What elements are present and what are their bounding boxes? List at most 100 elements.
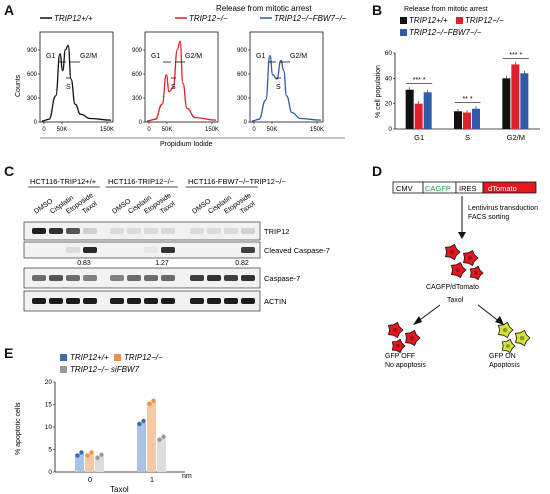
- blot-band: [190, 228, 204, 234]
- blot-band: [66, 247, 80, 253]
- gate-label-s: S: [171, 84, 176, 91]
- cell-red: [463, 249, 479, 267]
- e-point: [89, 450, 94, 455]
- e-point: [99, 452, 104, 457]
- e-bar: [147, 402, 156, 472]
- e-bar: [137, 422, 146, 472]
- panel-d: CMV CAGFP IRES dTomato Lentivirus transd…: [385, 181, 538, 369]
- blot-band: [83, 298, 97, 304]
- cell-red-nucleus: [455, 267, 461, 273]
- blot-group-label: HCT116-TRIP12+/+: [30, 177, 97, 186]
- cell-yellow: [515, 329, 531, 347]
- legend-label-dko: TRIP12−/−FBW7−/−: [274, 14, 347, 23]
- blot-group-label: HCT116-TRIP12−/−: [108, 177, 175, 186]
- panel-letter-d: D: [372, 163, 383, 179]
- b-category-label: S: [465, 133, 470, 142]
- left-outcome-2: No apoptosis: [385, 362, 426, 369]
- right-outcome-2: Apoptosis: [489, 362, 520, 369]
- blot-band: [144, 247, 158, 253]
- y-tick-label: 0: [244, 120, 248, 126]
- blot-band: [66, 275, 80, 281]
- gate-label-g2m: G2/M: [290, 53, 307, 60]
- legend-label-e-ko: TRIP12−/−: [124, 353, 163, 362]
- y-tick-label: 300: [27, 96, 38, 102]
- blot-band: [127, 275, 141, 281]
- legend-label-b-ko: TRIP12−/−: [465, 16, 504, 25]
- panel-e-unit: nm: [182, 473, 192, 480]
- cell-red: [391, 338, 406, 354]
- legend-label-wt: TRIP12+/+: [54, 14, 93, 23]
- blot-band: [241, 247, 255, 253]
- panel-e-ylabel: % apoptotic cells: [15, 402, 22, 455]
- b-sig-label: *** *: [413, 77, 426, 84]
- e-y-tick-label: 0: [48, 469, 52, 476]
- cell-red: [388, 321, 404, 339]
- blot-band: [110, 298, 124, 304]
- blot-strip: [23, 290, 261, 312]
- e-point: [161, 434, 166, 439]
- panel-letter-b: B: [372, 2, 383, 18]
- x-tick-label: 0: [147, 127, 151, 133]
- e-category-label: 1: [150, 475, 154, 484]
- arrow-right: [477, 304, 501, 323]
- cell-red-nucleus: [467, 255, 473, 261]
- x-tick-label: 50K: [267, 127, 278, 133]
- b-bar: [463, 112, 471, 129]
- gate-label-g1: G1: [46, 53, 55, 60]
- legend-swatch-e-ko: [114, 354, 121, 361]
- b-bar: [502, 78, 511, 129]
- b-y-tick-label: 0: [388, 126, 392, 133]
- e-point: [137, 421, 142, 427]
- arrow-right-head: [495, 316, 504, 325]
- e-bar: [95, 456, 104, 472]
- e-bar: [157, 438, 166, 472]
- legend-label-b-dko: TRIP12−/−FBW7−/−: [409, 28, 482, 37]
- panel-b: Release from mitotic arrest TRIP12+/+ TR…: [375, 6, 540, 142]
- bar-chart-e: 0 5 10 15 20 0 1: [45, 379, 185, 484]
- e-bar: [75, 454, 84, 472]
- panel-e: TRIP12+/+ TRIP12−/− TRIP12−/− siFBW7 % a…: [15, 353, 192, 494]
- legend-label-b-wt: TRIP12+/+: [409, 16, 448, 25]
- blot-band: [161, 298, 175, 304]
- legend-label-e-wt: TRIP12+/+: [70, 353, 109, 362]
- b-y-tick-label: 20: [385, 101, 393, 108]
- blot-band: [161, 228, 175, 234]
- e-point: [75, 453, 80, 458]
- blot-band: [224, 228, 238, 234]
- blot-strip: [23, 241, 261, 259]
- legend-swatch-b-ko: [456, 17, 463, 24]
- histogram-group: 0 300 600 900 0 50K 150K G1 G2/M S 0 300 600 900 0 50K 1…: [27, 31, 324, 133]
- x-tick-label: 150K: [100, 127, 114, 133]
- b-bar: [414, 103, 423, 129]
- e-y-tick-label: 5: [48, 447, 52, 454]
- e-point: [95, 455, 100, 460]
- blot-band: [83, 275, 97, 281]
- blot-band: [144, 228, 158, 234]
- histogram-curve: [146, 40, 217, 122]
- step2-label: FACS sorting: [468, 214, 509, 221]
- gate-label-s: S: [276, 84, 281, 91]
- step1-label: Lentivirus transduction: [468, 205, 538, 212]
- blot-band: [110, 275, 124, 281]
- right-outcome-1: GFP ON: [489, 353, 516, 360]
- y-tick-label: 300: [132, 96, 143, 102]
- blot-band: [144, 298, 158, 304]
- cells-group: [388, 243, 531, 354]
- e-point: [151, 398, 156, 403]
- cell-yellow-nucleus: [519, 335, 525, 341]
- b-sig-label: ** *: [462, 96, 472, 103]
- b-y-tick-label: 40: [385, 75, 393, 82]
- construct-ires-label: IRES: [459, 184, 477, 193]
- panel-letter-c: C: [4, 163, 15, 179]
- blot-strip-label: TRIP12: [264, 227, 289, 236]
- legend-swatch-e-si: [60, 366, 67, 373]
- blot-band: [32, 275, 46, 281]
- y-tick-label: 600: [27, 72, 38, 78]
- x-tick-label: 150K: [205, 127, 219, 133]
- gate-label-s: S: [66, 84, 71, 91]
- blot-band: [190, 275, 204, 281]
- y-tick-label: 600: [132, 72, 143, 78]
- panel-a-title: Release from mitotic arrest: [216, 4, 312, 13]
- arrow-left-head: [413, 316, 422, 325]
- blot-band: [83, 228, 97, 234]
